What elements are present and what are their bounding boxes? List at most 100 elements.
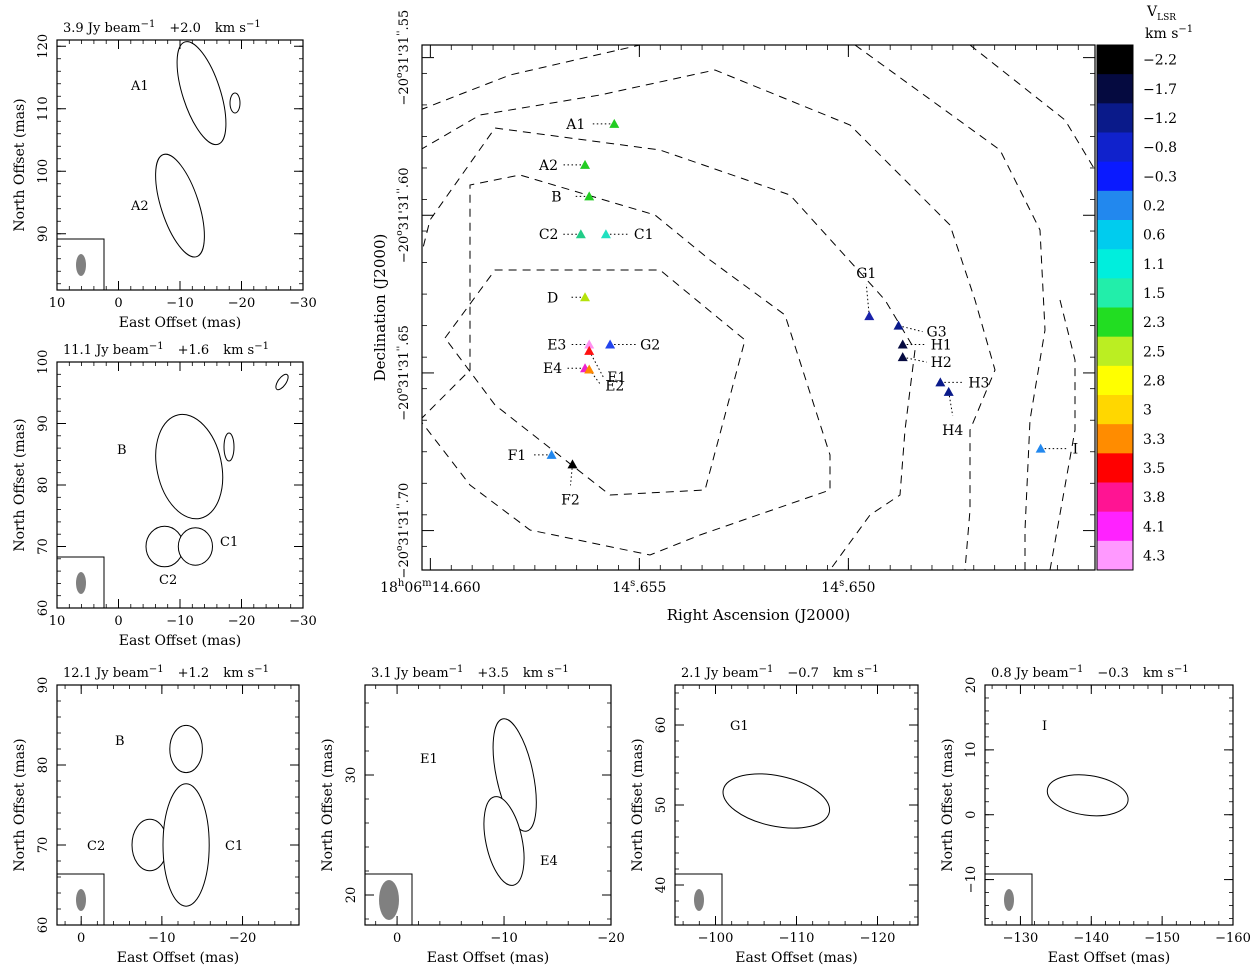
x-tick-label: −20 xyxy=(228,614,255,629)
dec-arcmin-mark: ' xyxy=(397,368,412,372)
colorbar-title: VLSR xyxy=(1146,4,1176,23)
title-unit-exp: −1 xyxy=(1174,664,1189,675)
spot-label-E3: E3 xyxy=(547,338,566,354)
colorbar-unit: km s−1 xyxy=(1145,24,1193,42)
ra-seconds-int: 14 xyxy=(612,580,630,596)
panel-title: 3.1 Jy beam−1 +3.5 km s−1 xyxy=(371,664,569,681)
y-tick-label: 20 xyxy=(964,677,979,694)
ra-tick-label: 18h06m14.660 xyxy=(380,578,481,596)
ra-seconds-int: 14 xyxy=(821,580,839,596)
panel-frame xyxy=(984,684,1234,926)
beam-ellipse xyxy=(379,880,399,920)
dec-degree-mark: o xyxy=(395,73,405,78)
x-tick-label: 0 xyxy=(114,296,122,311)
y-tick-label: 40 xyxy=(654,877,669,894)
maser-spot-E1: E1 xyxy=(584,345,626,386)
dec-arcsec-mark: '' xyxy=(396,188,407,194)
spot-triangle xyxy=(897,339,908,349)
dec-arcmin: 31 xyxy=(397,214,412,231)
y-axis-label: North Offset (mas) xyxy=(12,418,28,551)
colorbar-label: 4.3 xyxy=(1143,548,1165,564)
leader-line xyxy=(865,284,870,317)
colorbar-unit-text: km s xyxy=(1145,26,1178,42)
y-axis-label: North Offset (mas) xyxy=(12,738,28,871)
x-tick-label: −10 xyxy=(490,931,517,946)
title-unit: km s xyxy=(223,343,254,358)
contour-group xyxy=(722,773,831,829)
maser-spot-I: I xyxy=(1035,442,1078,458)
y-tick-label: 20 xyxy=(344,887,359,904)
panel-p4: 0 −10 −20 20 30 East Offset (mas) North Offset… xyxy=(320,664,625,966)
colorbar-label: 0.6 xyxy=(1143,228,1165,244)
contour-B xyxy=(169,724,203,774)
maser-spot-H4: H4 xyxy=(942,386,963,439)
contour-C2 xyxy=(145,525,184,568)
colorbar-label: 0.2 xyxy=(1143,198,1165,214)
contour-C1 xyxy=(177,527,213,566)
ra-seconds: 14.660 xyxy=(432,580,481,596)
spot-label-H4: H4 xyxy=(942,423,963,439)
dec-arcsec-int: 31 xyxy=(397,351,412,368)
title-velocity: +1.2 xyxy=(178,666,210,681)
y-tick-label: 50 xyxy=(654,797,669,814)
contour-group xyxy=(155,41,241,258)
dashed-contour xyxy=(444,269,746,496)
spot-label-A2: A2 xyxy=(538,158,558,174)
dec-tick-label: −20o31'31''.60 xyxy=(395,167,412,263)
spot-triangle xyxy=(580,292,591,302)
maser-spot-A2: A2 xyxy=(538,158,591,174)
spot-label-B: B xyxy=(551,189,561,205)
spot-triangle xyxy=(575,229,586,239)
colorbar-unit-exp: −1 xyxy=(1178,24,1193,35)
leader-line xyxy=(588,350,604,378)
title-flux: 12.1 Jy beam xyxy=(63,666,149,681)
title-exp: −1 xyxy=(149,664,164,675)
colorbar-label: 2.3 xyxy=(1143,315,1165,331)
y-tick-label: 90 xyxy=(36,677,51,694)
x-tick-label: 10 xyxy=(49,614,66,629)
maser-spot-C2: C2 xyxy=(539,227,586,243)
title-unit: km s xyxy=(523,666,554,681)
colorbar-title-sub: LSR xyxy=(1157,13,1176,23)
beam-ellipse xyxy=(694,889,704,911)
spot-label-F2: F2 xyxy=(561,492,580,508)
title-velocity: −0.3 xyxy=(1097,666,1129,681)
dec-arcsec-int: 31 xyxy=(397,36,412,53)
spot-triangle xyxy=(567,459,578,469)
component-label-A2: A2 xyxy=(130,199,149,214)
y-tick-label: −10 xyxy=(964,866,979,893)
title-unit: km s xyxy=(1143,666,1174,681)
dec-degrees: −20 xyxy=(397,551,412,578)
ra-m-mark: m xyxy=(422,578,432,589)
spot-triangle xyxy=(864,311,875,321)
y-tick-label: 60 xyxy=(36,917,51,934)
main-frame xyxy=(421,44,1096,571)
x-tick-label: 0 xyxy=(393,931,401,946)
panel-p6: −130 −140 −150 −160 −10 0 10 20 East Offset (mas… xyxy=(940,664,1251,966)
colorbar-label: 3 xyxy=(1143,403,1152,419)
component-label-I: I xyxy=(1042,719,1047,734)
maser-spot-G1: G1 xyxy=(856,266,876,321)
colorbar-swatch xyxy=(1097,220,1133,250)
spot-label-G1: G1 xyxy=(856,266,876,282)
spot-label-H3: H3 xyxy=(968,375,989,391)
x-tick-label: −10 xyxy=(166,296,193,311)
y-tick-label: 0 xyxy=(964,811,979,819)
component-label-C2: C2 xyxy=(159,573,177,588)
title-flux: 11.1 Jy beam xyxy=(63,343,149,358)
main-y-axis-label: Declination (J2000) xyxy=(371,234,389,382)
maser-spot-F1: F1 xyxy=(508,448,557,464)
title-flux: 3.9 Jy beam xyxy=(63,21,141,36)
dec-degrees: −20 xyxy=(397,236,412,263)
spot-label-G3: G3 xyxy=(927,325,947,341)
maser-spot-G2: G2 xyxy=(605,338,660,354)
title-velocity: +2.0 xyxy=(169,21,201,36)
colorbar-swatch xyxy=(1097,482,1133,513)
maser-spot-H2: H2 xyxy=(897,352,952,371)
dashed-contour xyxy=(854,45,1046,570)
spot-label-F1: F1 xyxy=(508,448,527,464)
spot-triangle xyxy=(600,229,611,239)
dec-degree-mark: o xyxy=(395,546,405,551)
main-x-axis-label: Right Ascension (J2000) xyxy=(667,606,850,624)
x-tick-label: −160 xyxy=(1215,931,1251,946)
